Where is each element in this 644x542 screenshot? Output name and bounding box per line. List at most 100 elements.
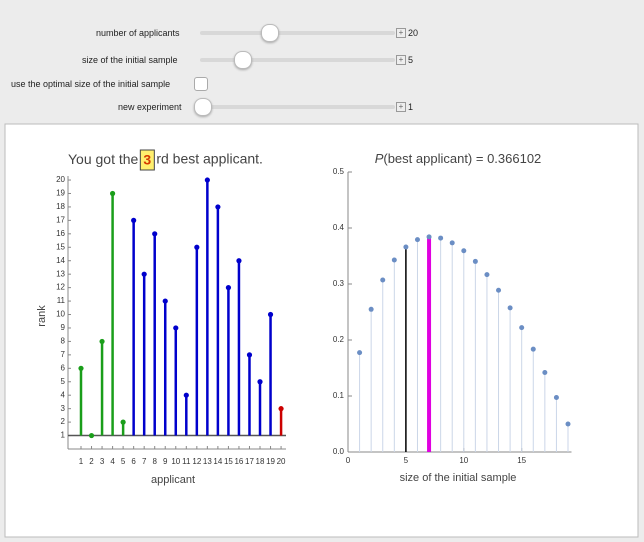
x-tick-label: 12 bbox=[192, 457, 201, 466]
x-tick-label: 10 bbox=[459, 456, 468, 465]
point bbox=[78, 365, 84, 371]
x-tick-label: 14 bbox=[213, 457, 222, 466]
point bbox=[496, 287, 502, 293]
point bbox=[278, 406, 284, 412]
left-title-end: rd best applicant. bbox=[156, 151, 263, 167]
slider-knob[interactable] bbox=[234, 51, 252, 69]
y-tick-label: 1 bbox=[61, 431, 66, 440]
point bbox=[553, 394, 559, 400]
x-tick-label: 20 bbox=[277, 457, 286, 466]
x-tick-label: 5 bbox=[121, 457, 126, 466]
point bbox=[246, 352, 253, 358]
point bbox=[183, 392, 189, 398]
point bbox=[131, 217, 137, 223]
slider[interactable] bbox=[200, 105, 395, 109]
slider-knob[interactable] bbox=[261, 24, 279, 42]
point bbox=[152, 231, 158, 237]
y-tick-label: 4 bbox=[61, 390, 66, 399]
point bbox=[368, 306, 374, 312]
point bbox=[530, 346, 536, 352]
y-tick-label: 0.5 bbox=[333, 167, 345, 176]
point bbox=[461, 248, 467, 254]
expand[interactable]: + bbox=[396, 28, 406, 38]
right-title: P(best applicant) = 0.366102 bbox=[375, 151, 542, 166]
point bbox=[438, 235, 444, 241]
y-tick-label: 16 bbox=[56, 229, 65, 238]
y-tick-label: 7 bbox=[61, 350, 66, 359]
y-tick-label: 11 bbox=[57, 296, 66, 305]
rank-value: 3 bbox=[143, 152, 151, 168]
y-tick-label: 8 bbox=[61, 337, 66, 346]
y-tick-label: 0.1 bbox=[333, 391, 345, 400]
point bbox=[449, 240, 455, 246]
slider[interactable] bbox=[200, 31, 395, 35]
point bbox=[565, 421, 571, 427]
x-tick-label: 5 bbox=[404, 456, 409, 465]
point bbox=[484, 272, 490, 278]
y-tick-label: 6 bbox=[61, 363, 66, 372]
point bbox=[426, 234, 432, 240]
checkbox[interactable] bbox=[194, 77, 208, 91]
x-axis-title: size of the initial sample bbox=[400, 472, 517, 484]
slider-knob[interactable] bbox=[194, 98, 212, 116]
y-tick-label: 18 bbox=[56, 202, 65, 211]
expand[interactable]: + bbox=[396, 55, 406, 65]
rank-box bbox=[139, 149, 155, 171]
point bbox=[267, 311, 274, 318]
y-tick-label: 2 bbox=[61, 417, 66, 426]
point bbox=[414, 237, 420, 243]
x-axis-title: applicant bbox=[151, 474, 195, 486]
point bbox=[472, 258, 478, 264]
x-tick-label: 1 bbox=[79, 457, 84, 466]
point bbox=[225, 285, 232, 291]
y-tick-label: 10 bbox=[56, 310, 65, 319]
point bbox=[173, 325, 179, 331]
point bbox=[507, 305, 513, 311]
x-tick-label: 15 bbox=[517, 456, 526, 465]
slider[interactable] bbox=[200, 58, 395, 62]
control-value: 1 bbox=[408, 102, 414, 112]
point bbox=[519, 325, 525, 331]
point bbox=[141, 271, 147, 277]
control-value: 5 bbox=[408, 55, 414, 65]
point bbox=[380, 277, 386, 283]
point bbox=[109, 190, 116, 197]
x-tick-label: 7 bbox=[142, 457, 147, 466]
point bbox=[194, 244, 200, 250]
x-tick-label: 6 bbox=[131, 457, 136, 466]
point bbox=[99, 338, 105, 345]
point bbox=[236, 258, 242, 264]
x-tick-label: 10 bbox=[171, 457, 180, 466]
x-tick-label: 13 bbox=[203, 457, 212, 466]
expand[interactable]: + bbox=[396, 102, 406, 112]
point bbox=[357, 350, 363, 356]
x-tick-label: 4 bbox=[110, 457, 115, 466]
control-value: 20 bbox=[408, 28, 419, 38]
point bbox=[257, 379, 263, 385]
x-tick-label: 19 bbox=[266, 457, 275, 466]
y-axis-title: rank bbox=[36, 305, 48, 327]
y-tick-label: 13 bbox=[56, 269, 65, 278]
y-tick-label: 14 bbox=[56, 256, 65, 265]
x-tick-label: 9 bbox=[163, 457, 168, 466]
x-tick-label: 15 bbox=[224, 457, 233, 466]
point bbox=[120, 419, 126, 425]
panel bbox=[4, 123, 639, 538]
y-tick-label: 0.0 bbox=[333, 447, 345, 456]
y-tick-label: 17 bbox=[56, 215, 65, 224]
left-title: You got the bbox=[68, 151, 139, 167]
x-tick-label: 16 bbox=[234, 457, 243, 466]
x-tick-label: 8 bbox=[152, 457, 157, 466]
control-label: use the optimal size of the initial samp… bbox=[11, 79, 171, 89]
y-tick-label: 15 bbox=[56, 242, 65, 251]
point bbox=[391, 257, 397, 263]
y-tick-label: 3 bbox=[61, 404, 66, 413]
control-label: size of the initial sample bbox=[82, 55, 178, 65]
y-tick-label: 20 bbox=[56, 175, 65, 184]
x-tick-label: 2 bbox=[89, 457, 94, 466]
y-tick-label: 0.2 bbox=[333, 335, 345, 344]
y-tick-label: 19 bbox=[56, 189, 65, 198]
point bbox=[403, 244, 409, 250]
